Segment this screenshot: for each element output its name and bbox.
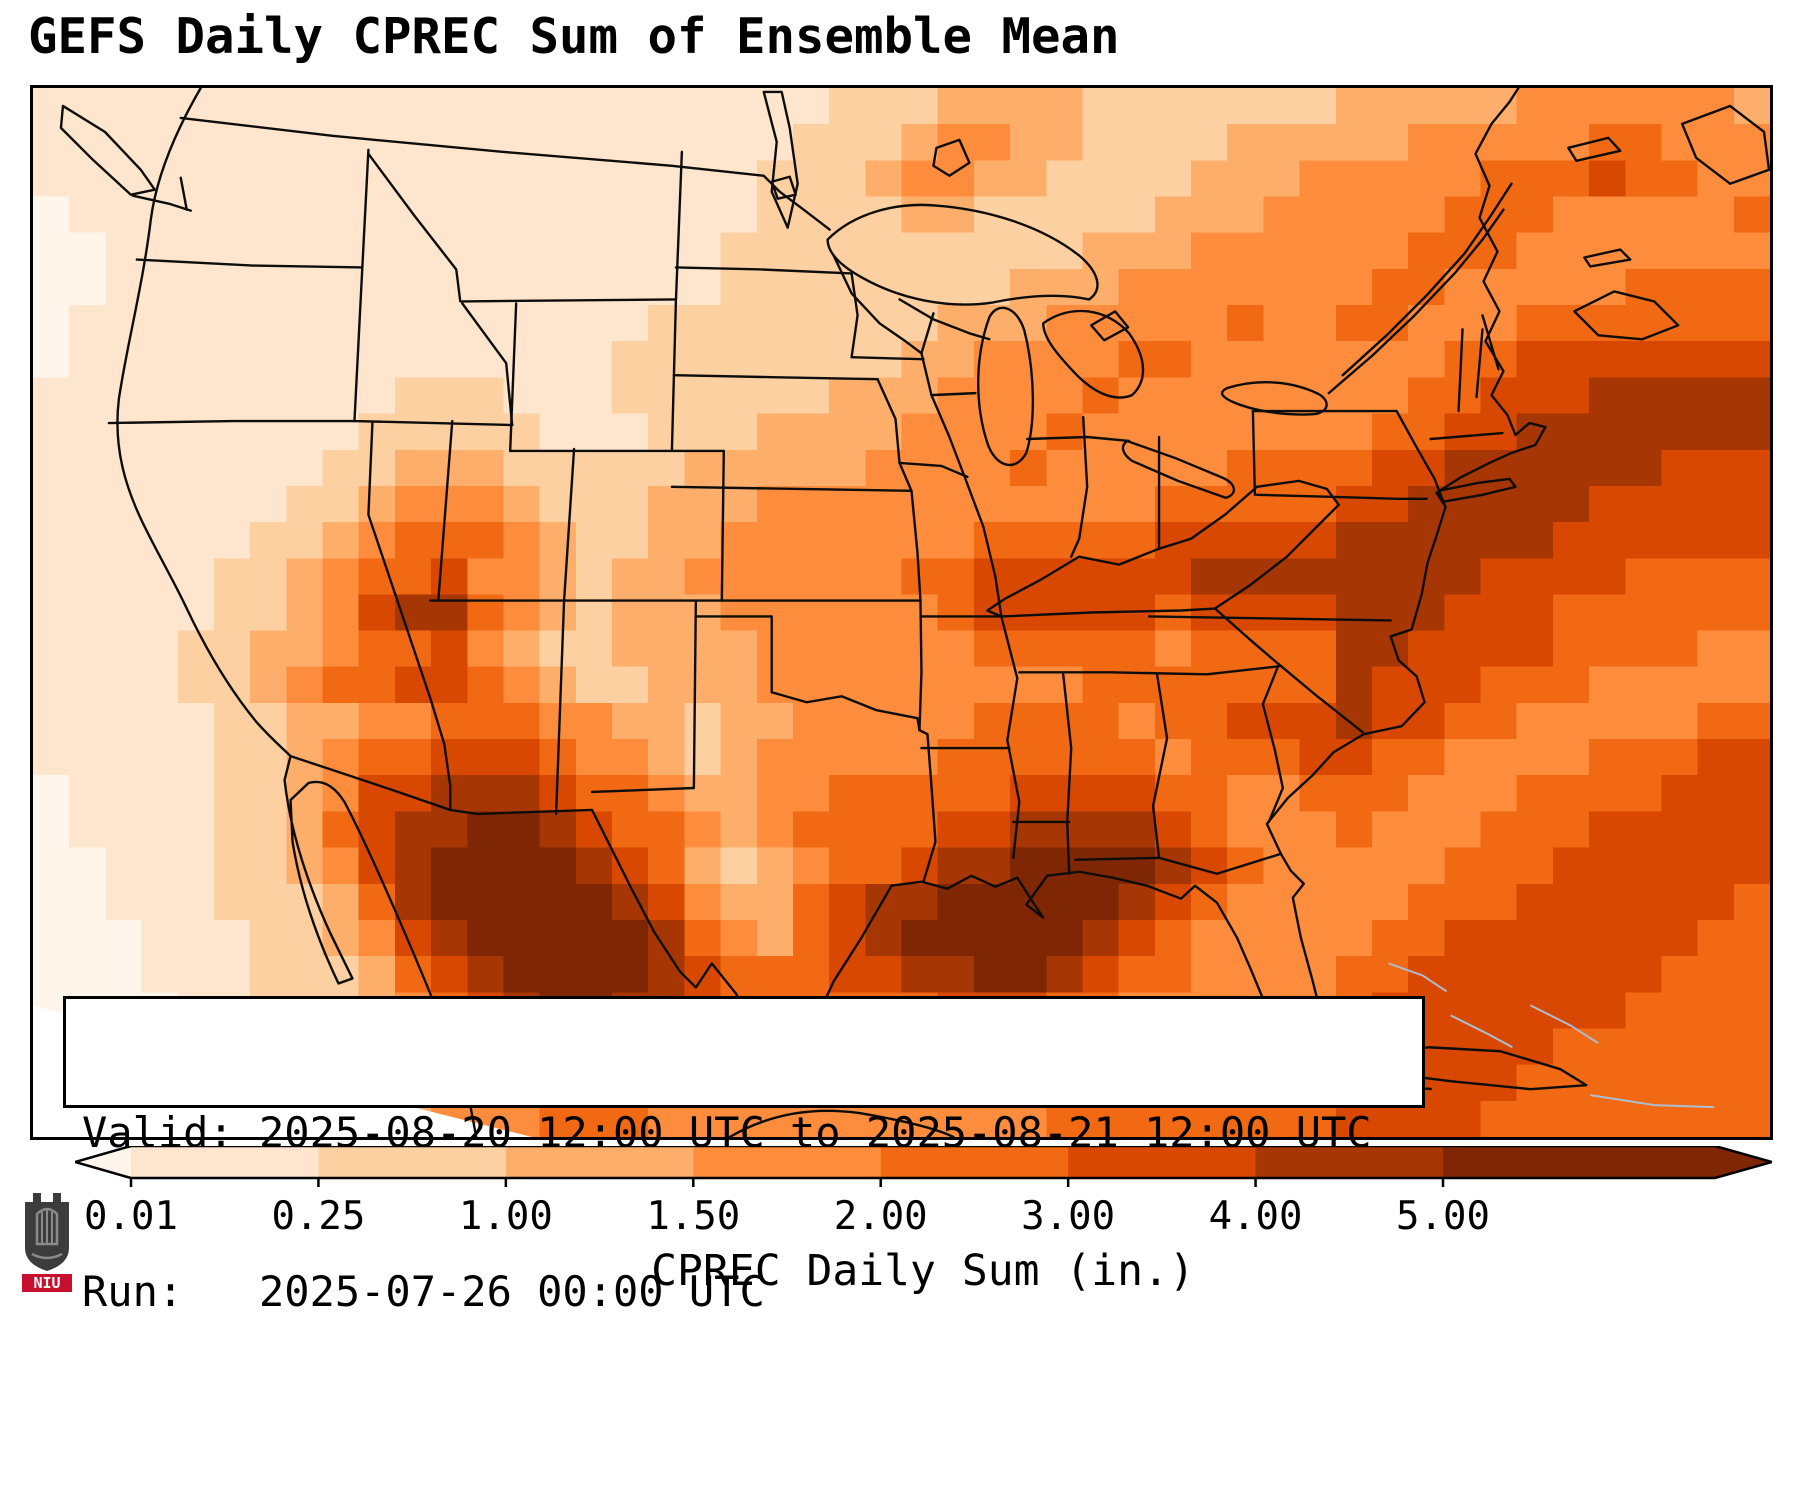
- logo-text: NIU: [33, 1274, 60, 1292]
- validity-info-box: Valid: 2025-08-20 12:00 UTC to 2025-08-2…: [63, 996, 1425, 1316]
- precipitation-heatmap: [33, 88, 1770, 1137]
- logo-banner: [22, 1274, 72, 1292]
- colorbar-tick-label: 2.00: [833, 1194, 928, 1239]
- colorbar-tick-label: 3.00: [1021, 1194, 1116, 1239]
- page-title: GEFS Daily CPREC Sum of Ensemble Mean: [28, 8, 1120, 65]
- colorbar-tick-label: 5.00: [1396, 1194, 1490, 1239]
- colorbar-gradient: [75, 1146, 1772, 1187]
- map-area: Valid: 2025-08-20 12:00 UTC to 2025-08-2…: [30, 85, 1773, 1316]
- niu-logo: NIU: [22, 1193, 72, 1292]
- colorbar-tick-label: 4.00: [1208, 1194, 1303, 1239]
- colorbar-tick-label: 0.01: [84, 1194, 178, 1239]
- colorbar-tick-label: 0.25: [271, 1194, 366, 1239]
- colorbar-tick-label: 1.00: [458, 1194, 553, 1239]
- colorbar-label: CPREC Daily Sum (in.): [651, 1246, 1195, 1296]
- castle-icon: [35, 1207, 59, 1246]
- shield-ribbon-icon: [31, 1252, 63, 1260]
- colorbar-tick-label: 1.50: [646, 1194, 741, 1239]
- run-time-line: Run: 2025-07-26 00:00 UTC: [82, 1267, 765, 1316]
- colorbar: [75, 1146, 1772, 1188]
